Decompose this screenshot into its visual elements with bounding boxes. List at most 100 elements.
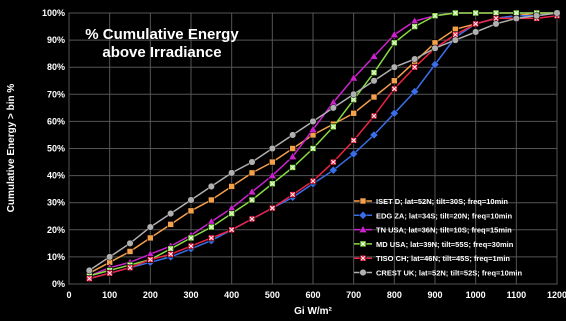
data-point-cross	[168, 246, 173, 252]
data-point	[389, 30, 399, 38]
data-point-cross	[310, 146, 316, 151]
data-point-cross	[188, 243, 194, 249]
x-tick-label: 900	[427, 290, 442, 300]
data-point	[268, 144, 276, 153]
data-point	[359, 197, 367, 205]
data-point	[492, 20, 500, 28]
data-point	[452, 25, 459, 33]
legend-entry: MD USA; lat=39N; tilt=55S; freq=30min	[354, 240, 514, 249]
data-point-cross	[290, 192, 295, 197]
data-point-cross	[270, 205, 275, 211]
data-point-cross	[473, 21, 478, 27]
x-tick-label: 400	[224, 290, 239, 300]
data-point-cross	[392, 40, 397, 46]
x-tick-label: 0	[66, 290, 71, 300]
y-tick-label: 20%	[47, 225, 65, 235]
data-point-cross	[168, 251, 173, 257]
data-point	[308, 125, 318, 133]
data-point	[328, 165, 338, 175]
data-point	[411, 55, 419, 63]
data-point	[269, 158, 276, 166]
data-point-cross	[290, 165, 295, 170]
legend-entry: ISET D; lat=52N; tilt=30S; freq=10min	[354, 197, 508, 206]
data-point-cross	[148, 257, 153, 262]
data-point	[106, 253, 114, 261]
x-tick-label: 200	[143, 290, 158, 300]
legend-entry: EDG ZA; lat=34S; tilt=20N; freq=10min	[354, 210, 512, 220]
legend-entry: TN USA; lat=36N; tilt=10S; freq=15min	[354, 225, 512, 235]
data-point	[358, 210, 368, 220]
x-tick-label: 800	[387, 290, 402, 300]
legend-label: TN USA; lat=36N; tilt=10S; freq=15min	[376, 226, 512, 235]
data-point	[410, 87, 420, 96]
data-point-cross	[453, 10, 458, 16]
y-tick-label: 100%	[42, 8, 65, 18]
data-point	[126, 248, 134, 255]
data-point	[370, 93, 378, 101]
y-tick-label: 50%	[47, 144, 65, 154]
data-point-cross	[514, 10, 519, 16]
y-tick-label: 80%	[47, 62, 65, 72]
data-point	[248, 169, 256, 177]
legend-entry: TISO CH; lat=46N; tilt=45S; freq=1min	[354, 254, 510, 263]
y-tick-label: 0%	[52, 279, 65, 289]
data-point-cross	[371, 70, 377, 75]
data-point	[267, 171, 277, 179]
x-tick-label: 300	[183, 290, 198, 300]
data-point	[451, 36, 459, 44]
x-tick-label: 1100	[507, 290, 527, 300]
legend-label: TISO CH; lat=46N; tilt=45S; freq=1min	[376, 254, 510, 263]
data-point	[187, 207, 195, 215]
data-point	[512, 14, 520, 22]
data-point	[390, 63, 398, 71]
data-point	[147, 234, 154, 242]
data-point	[350, 109, 357, 117]
data-point-cross	[209, 224, 214, 230]
x-tick-label: 500	[265, 290, 280, 300]
legend-entry: CREST UK; lat=52N; tilt=52S; freq=10min	[354, 269, 523, 278]
data-point	[146, 223, 154, 231]
data-point-cross	[87, 276, 92, 281]
y-tick-label: 70%	[47, 89, 65, 99]
x-axis-tick-labels: 0 100 200 300 400 500 600 700 800 900 1000 1100 1200	[66, 290, 566, 300]
data-point-cross	[493, 16, 499, 21]
data-point	[389, 108, 399, 118]
data-point	[167, 209, 175, 218]
data-point-cross	[432, 13, 438, 19]
data-point-cross	[229, 211, 234, 216]
x-tick-label: 700	[346, 290, 361, 300]
data-point	[247, 187, 257, 196]
series-layer	[84, 8, 562, 283]
series-line	[89, 12, 557, 277]
data-point	[289, 131, 297, 139]
data-point-cross	[107, 270, 112, 276]
series-5	[85, 9, 561, 275]
y-tick-label: 10%	[47, 252, 65, 262]
series-line	[89, 14, 558, 280]
data-point-cross	[360, 241, 366, 247]
data-point	[126, 239, 134, 247]
data-point-cross	[310, 178, 316, 184]
data-point	[248, 158, 256, 166]
data-point	[359, 268, 367, 277]
x-tick-label: 100	[102, 290, 117, 300]
y-tick-label: 40%	[47, 171, 65, 181]
y-axis-tick-labels: 0% 10% 20% 30% 40% 50% 60% 70% 80% 90% 100%	[42, 8, 65, 289]
chart-subtitle: above Irradiance	[102, 44, 221, 61]
data-point-cross	[453, 32, 458, 37]
data-point-cross	[188, 235, 194, 241]
data-point	[349, 149, 359, 159]
data-point-cross	[360, 255, 366, 261]
data-point	[228, 183, 235, 190]
chart-title: % Cumulative Energy	[85, 26, 239, 43]
y-tick-label: 60%	[47, 116, 65, 126]
legend: ISET D; lat=52N; tilt=30S; freq=10min EDG…	[354, 197, 523, 278]
data-point-cross	[229, 227, 234, 233]
data-point-cross	[412, 64, 417, 70]
data-point	[85, 266, 93, 275]
data-point	[358, 225, 368, 233]
data-point	[208, 196, 215, 204]
data-point	[167, 221, 174, 228]
data-point	[207, 182, 215, 190]
